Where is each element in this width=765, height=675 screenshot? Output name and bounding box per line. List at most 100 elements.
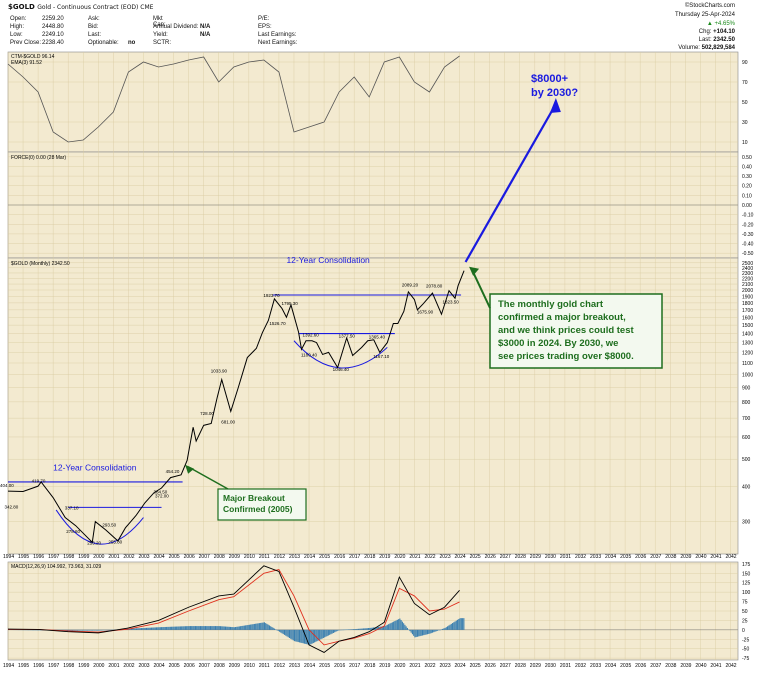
macd-histogram-bar (321, 629, 323, 639)
macd-histogram-bar (268, 625, 270, 630)
macd-histogram-bar (173, 626, 175, 630)
macd-histogram-bar (60, 629, 62, 631)
macd-line (7, 565, 460, 653)
macd-histogram-bar (147, 627, 149, 630)
macd-histogram-bar (79, 629, 81, 631)
mktcap-label: Mkt Cap: (153, 16, 166, 28)
y-tick-label: 150 (742, 571, 751, 577)
low-label: Low: (10, 32, 23, 38)
macd-histogram-bar (291, 629, 293, 640)
macd-histogram-bar (339, 629, 341, 631)
macd-histogram-bar (133, 628, 135, 630)
macd-histogram-bar (65, 629, 67, 631)
macd-histogram-bar (78, 629, 80, 631)
macd-histogram-bar (293, 629, 296, 642)
macd-histogram-bar (207, 626, 209, 630)
macd-histogram-bar (191, 626, 193, 630)
macd-histogram-bar (411, 629, 413, 635)
x-tick-label: 2015 (319, 554, 330, 560)
price-data-label: 1377.50 (339, 334, 356, 339)
macd-histogram-bar (186, 626, 188, 630)
macd-histogram-bar (349, 629, 351, 630)
y-tick-label: 1800 (742, 301, 753, 307)
source-label: ©StockCharts.com (684, 3, 735, 9)
macd-histogram-bar (332, 629, 334, 633)
optionable-value: no (128, 40, 136, 46)
macd-histogram-bar (183, 626, 185, 630)
macd-histogram-bar (242, 625, 244, 630)
macd-histogram-bar (300, 629, 302, 643)
y-tick-label: 2500 (742, 261, 753, 267)
y-tick-label: 25 (742, 618, 748, 624)
x-tick-label: 2035 (620, 663, 631, 669)
macd-histogram-bar (224, 626, 227, 630)
macd-histogram-bar (145, 627, 148, 630)
macd-histogram-bar (375, 627, 377, 630)
macd-histogram-bar (383, 626, 385, 630)
x-tick-label: 2039 (680, 663, 691, 669)
x-tick-label: 2041 (710, 554, 721, 560)
x-tick-label: 2040 (695, 554, 706, 560)
macd-histogram-bar (440, 629, 442, 630)
macd-histogram-bar (198, 626, 200, 630)
macd-histogram-bar (76, 629, 79, 631)
macd-histogram-bar (108, 629, 110, 631)
macd-histogram-bar (266, 623, 268, 630)
macd-histogram-bar (83, 629, 85, 631)
price-data-label: 1046.40 (333, 367, 350, 372)
macd-histogram-bar (94, 629, 96, 631)
macd-histogram-bar (95, 629, 97, 631)
macd-histogram-bar (74, 629, 76, 631)
macd-histogram-bar (26, 629, 28, 631)
yield-value: N/A (200, 32, 211, 38)
x-tick-label: 2007 (199, 554, 210, 560)
macd-histogram-bar (413, 629, 415, 636)
x-tick-label: 2017 (349, 663, 360, 669)
macd-histogram-bar (418, 629, 420, 637)
macd-histogram-bar (169, 626, 171, 630)
x-tick-label: 2000 (93, 554, 104, 560)
macd-histogram-bar (142, 628, 144, 630)
quote-right: ▲ +4.65% Chg: +104.10 Last: 2342.50 Volu… (678, 20, 735, 52)
chg-value: +104.10 (713, 29, 735, 35)
macd-histogram-bar (82, 629, 84, 631)
macd-histogram-bar (381, 626, 383, 630)
last-value: 2342.50 (713, 37, 735, 43)
x-tick-label: 2032 (575, 554, 586, 560)
y-tick-label: -0.10 (742, 213, 754, 219)
macd-histogram-bar (296, 629, 298, 642)
macd-histogram-bar (436, 629, 439, 631)
macd-histogram-bar (187, 626, 189, 630)
macd-histogram-bar (455, 620, 457, 630)
macd-histogram-bar (203, 626, 205, 630)
macd-histogram-bar (450, 623, 452, 630)
macd-histogram-bar (384, 626, 386, 630)
price-data-label: 1033.90 (211, 369, 228, 374)
volume-row: Volume: 502,829,584 (678, 44, 735, 52)
macd-histogram-bar (31, 629, 33, 631)
price-data-label: 1392.60 (303, 332, 320, 337)
macd-histogram-bar (346, 629, 348, 630)
ema-label: EMA(3) 91.52 (11, 60, 42, 66)
macd-histogram-bar (306, 629, 308, 645)
x-tick-label: 1998 (63, 554, 74, 560)
pct-change: ▲ +4.65% (678, 20, 735, 28)
macd-histogram-bar (421, 629, 424, 636)
macd-histogram-bar (243, 625, 245, 630)
y-tick-label: 100 (742, 590, 751, 596)
macd-histogram-bar (345, 629, 347, 631)
macd-histogram-bar (447, 626, 449, 630)
macd-histogram-bar (462, 618, 464, 630)
macd-histogram-bar (420, 629, 422, 636)
y-tick-label: 600 (742, 435, 751, 441)
symbol-desc: Gold - Continuous Contract (EOD) CME (37, 4, 154, 11)
macd-histogram-bar (34, 629, 36, 631)
ctm-line (7, 55, 460, 143)
y-tick-label: 0.20 (742, 184, 752, 190)
macd-histogram-bar (463, 618, 465, 630)
price-data-label: 728.00 (200, 411, 214, 416)
macd-histogram-bar (73, 629, 75, 631)
macd-histogram-bar (335, 629, 337, 632)
x-tick-label: 2036 (635, 663, 646, 669)
y-tick-label: -0.20 (742, 222, 754, 228)
